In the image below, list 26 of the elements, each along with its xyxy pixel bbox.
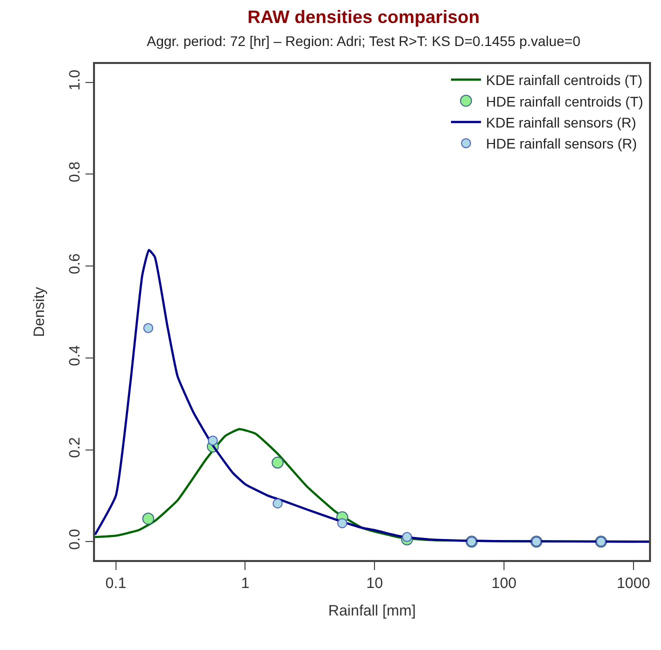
- legend-label: KDE rainfall centroids (T): [486, 72, 642, 88]
- point: [402, 532, 412, 542]
- chart-title: RAW densities comparison: [248, 6, 480, 27]
- x-tick-label: 1: [241, 574, 250, 592]
- y-tick-label: 0.8: [66, 162, 84, 182]
- y-tick-label: 0.0: [66, 528, 84, 550]
- point: [208, 436, 218, 446]
- x-tick-label: 10: [366, 574, 383, 592]
- x-tick-label: 0.1: [105, 574, 126, 592]
- point: [337, 518, 348, 528]
- point: [272, 456, 284, 469]
- x-axis-title: Rainfall [mm]: [328, 602, 416, 620]
- x-tick-label: 100: [491, 574, 517, 592]
- point: [142, 512, 154, 525]
- y-tick-label: 1.0: [66, 70, 84, 91]
- point: [272, 498, 283, 509]
- chart-subtitle: Aggr. period: 72 [hr] – Region: Adri; Test R>T: KS D=0.1455 p.value=0: [146, 33, 581, 50]
- y-tick-label: 0.6: [66, 253, 84, 274]
- point: [143, 323, 154, 334]
- y-tick-label: 0.2: [66, 437, 84, 458]
- legend-label: HDE rainfall sensors (R): [486, 136, 637, 152]
- legend-label: HDE rainfall centroids (T): [486, 93, 644, 110]
- y-tick-label: 0.4: [66, 345, 84, 366]
- x-tick-label: 1000: [616, 574, 650, 592]
- y-axis-title: Density: [31, 286, 48, 338]
- legend-label: KDE rainfall sensors (R): [486, 114, 636, 130]
